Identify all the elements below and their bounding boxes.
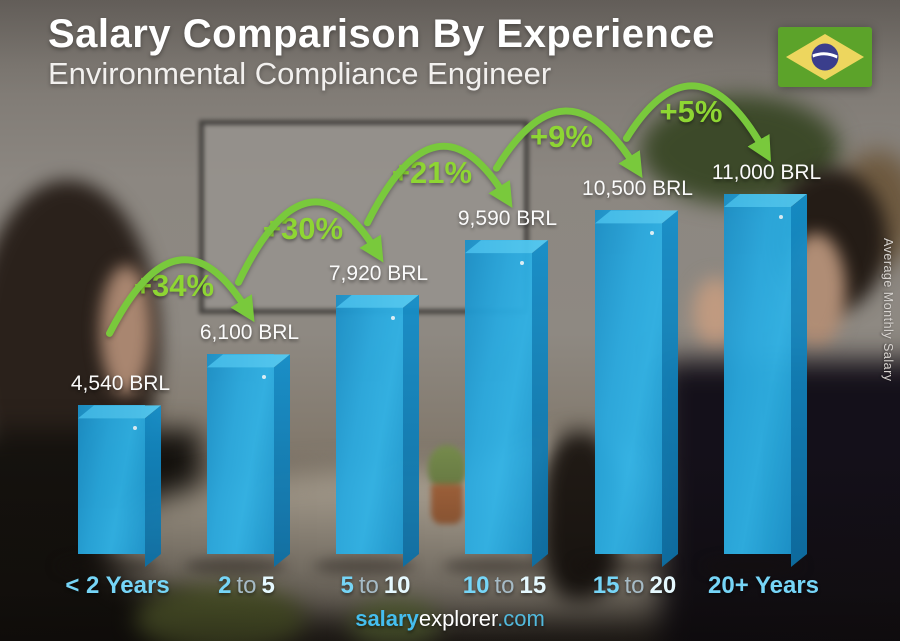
percent-increase-label: +34% xyxy=(133,268,215,304)
bar-top-face xyxy=(336,294,419,308)
category-text: 5 xyxy=(340,572,354,599)
bar-highlight-dot xyxy=(520,261,524,266)
bar-front-face xyxy=(336,294,403,554)
bar-top-face xyxy=(465,240,548,254)
site-name-bold: salary xyxy=(355,606,419,631)
bar-front-face xyxy=(78,405,145,554)
bar-value-label: 11,000 BRL xyxy=(711,161,822,184)
x-axis-category-label: 10 to 15 xyxy=(463,572,546,600)
bar-side-face xyxy=(403,294,419,567)
bar-top-face xyxy=(78,405,161,419)
site-name-regular: explorer xyxy=(418,606,498,631)
bar-3 xyxy=(336,294,419,567)
category-text: 15 xyxy=(519,572,547,599)
bar-5 xyxy=(595,210,678,567)
bar-highlight-dot xyxy=(779,215,783,219)
bar-side-face xyxy=(791,194,807,567)
bar-ground-shadow xyxy=(314,557,415,575)
percent-increase-label: +21% xyxy=(391,155,473,191)
bar-value-label: 9,590 BRL xyxy=(457,207,558,231)
brazil-flag-icon xyxy=(778,27,872,87)
percent-increase-label: +30% xyxy=(262,210,344,246)
bar-side-face xyxy=(662,210,678,567)
x-axis-category-label: < 2 Years xyxy=(65,572,169,600)
percent-increase-label: +9% xyxy=(530,119,593,155)
bar-front-face xyxy=(724,194,791,554)
bar-top-face xyxy=(207,354,290,368)
bar-highlight-dot xyxy=(391,315,395,320)
category-text: to xyxy=(236,572,257,599)
bar-front-face xyxy=(207,354,274,554)
bar-4 xyxy=(465,240,548,567)
bar-highlight-dot xyxy=(650,231,654,236)
bar-side-face xyxy=(145,405,161,567)
site-name-suffix: .com xyxy=(497,606,545,631)
bar-front-face xyxy=(465,240,532,554)
x-axis-category-label: 20+ Years xyxy=(708,572,819,600)
category-text: 5 xyxy=(261,572,275,599)
category-text: 20 xyxy=(649,572,677,599)
bar-highlight-dot xyxy=(262,375,266,380)
x-axis-category-label: 15 to 20 xyxy=(593,572,676,600)
bar-ground-shadow xyxy=(443,557,544,575)
bar-ground-shadow xyxy=(702,557,803,575)
category-text: 20+ Years xyxy=(707,572,820,599)
bar-1 xyxy=(78,405,161,567)
bar-side-face xyxy=(532,240,548,567)
category-text: to xyxy=(358,572,379,599)
y-axis-label: Average Monthly Salary xyxy=(881,238,895,382)
x-axis-category-label: 5 to 10 xyxy=(340,572,410,600)
bar-value-label: 4,540 BRL xyxy=(70,372,171,396)
category-text: < 2 Years xyxy=(65,572,170,599)
category-text: to xyxy=(624,572,645,599)
category-text: 10 xyxy=(462,572,490,599)
bar-ground-shadow xyxy=(185,557,286,575)
page-title: Salary Comparison By Experience xyxy=(48,12,715,56)
x-axis-category-label: 2 to 5 xyxy=(218,572,275,600)
category-text: to xyxy=(494,572,515,599)
bar-ground-shadow xyxy=(56,557,157,575)
bar-side-face xyxy=(274,354,290,567)
page-subtitle: Environmental Compliance Engineer xyxy=(48,56,552,91)
bar-value-label: 10,500 BRL xyxy=(582,177,693,201)
bar-ground-shadow xyxy=(573,557,674,575)
bar-2 xyxy=(207,354,290,567)
bar-value-label: 6,100 BRL xyxy=(199,321,300,345)
category-text: 2 xyxy=(218,572,232,599)
bar-top-face xyxy=(595,210,678,224)
bar-value-label: 7,920 BRL xyxy=(328,261,429,285)
site-link[interactable]: salaryexplorer.com xyxy=(355,606,545,632)
category-text: 10 xyxy=(383,572,411,599)
bar-top-face xyxy=(724,194,807,207)
bar-6 xyxy=(724,194,807,567)
bar-highlight-dot xyxy=(133,426,137,431)
percent-increase-label: +5% xyxy=(659,94,723,130)
category-text: 15 xyxy=(592,572,620,599)
bar-front-face xyxy=(595,210,662,554)
